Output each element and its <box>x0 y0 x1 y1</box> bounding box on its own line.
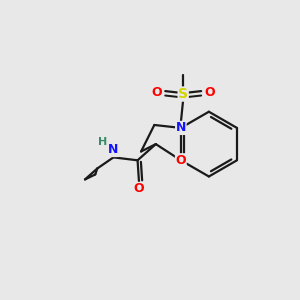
Text: N: N <box>176 122 186 134</box>
Text: O: O <box>134 182 144 195</box>
Text: O: O <box>204 86 215 99</box>
Text: N: N <box>108 143 118 157</box>
Text: O: O <box>176 154 186 167</box>
Text: O: O <box>152 86 162 99</box>
Text: S: S <box>178 87 188 101</box>
Text: H: H <box>98 137 108 147</box>
